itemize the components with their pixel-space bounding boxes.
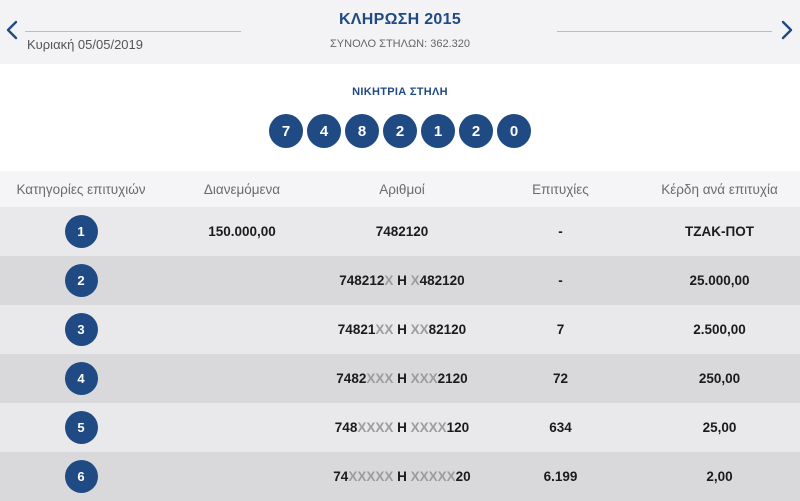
numbers-prefix: 74	[333, 469, 349, 484]
or-separator: Η	[393, 273, 411, 288]
masked-digits: X	[410, 273, 420, 288]
numbers-prefix: 74821	[337, 322, 376, 337]
matching-numbers: 74 XXXXX Η XXXXX 20	[322, 469, 482, 484]
winners-count: 6.199	[543, 469, 578, 484]
draw-date: Κυριακή 05/05/2019	[27, 37, 143, 52]
winners-count: 7	[556, 322, 565, 337]
masked-digits: XXXX	[357, 420, 394, 435]
numbers-suffix: 120	[446, 420, 470, 435]
numbers-suffix: 20	[455, 469, 471, 484]
winning-digit-ball: 2	[459, 114, 493, 148]
table-row: 6 74 XXXXX Η XXXXX 20 6.199 2,00	[0, 452, 800, 501]
draw-header: Κυριακή 05/05/2019 ΚΛΗΡΩΣΗ 2015 ΣΥΝΟΛΟ Σ…	[0, 0, 800, 64]
masked-digits: X	[384, 273, 394, 288]
or-separator: Η	[393, 469, 411, 484]
table-row: 5 748 XXXX Η XXXX 120 634 25,00	[0, 403, 800, 452]
table-header-row: Κατηγορίες επιτυχιών Διανεμόμενα Αριθμοί…	[0, 171, 800, 207]
numbers-prefix: 7482120	[375, 224, 429, 239]
winning-digit-ball: 0	[497, 114, 531, 148]
table-row: 3 74821 XX Η XX 82120 7 2.500,00	[0, 305, 800, 354]
winning-digit-ball: 1	[421, 114, 455, 148]
category-ball: 4	[64, 362, 98, 395]
or-separator: Η	[393, 322, 411, 337]
table-row: 4 7482 XXX Η XXX 2120 72 250,00	[0, 354, 800, 403]
prize-per-winner: 25.000,00	[689, 273, 750, 288]
prize-per-winner: 25,00	[702, 420, 737, 435]
chevron-left-icon[interactable]	[5, 19, 19, 41]
total-columns: ΣΥΝΟΛΟ ΣΤΗΛΩΝ: 362.320	[329, 38, 471, 50]
matching-numbers: 7482 XXX Η XXX 2120	[322, 371, 482, 386]
table-row: 1 150.000,00 7482120 - ΤΖΑΚ-ΠΟΤ	[0, 207, 800, 256]
header-winners: Επιτυχίες	[532, 181, 589, 197]
header-divider-left	[25, 31, 241, 32]
masked-digits: XXX	[410, 371, 438, 386]
masked-digits: XXXX	[410, 420, 447, 435]
numbers-prefix: 748212	[339, 273, 385, 288]
winning-column-label: ΝΙΚΗΤΡΙΑ ΣΤΗΛΗ	[352, 86, 448, 98]
winning-digit-ball: 2	[383, 114, 417, 148]
numbers-prefix: 748	[334, 420, 358, 435]
prize-per-winner: 2,00	[706, 469, 733, 484]
winning-number-balls: 7 4 8 2 1 2 0	[0, 114, 800, 148]
or-separator: Η	[393, 371, 411, 386]
or-separator: Η	[393, 420, 411, 435]
winning-digit-ball: 8	[345, 114, 379, 148]
masked-digits: XXXXX	[410, 469, 456, 484]
header-category: Κατηγορίες επιτυχιών	[16, 181, 146, 197]
category-ball: 1	[64, 215, 98, 248]
winners-count: 634	[549, 420, 572, 435]
matching-numbers: 748 XXXX Η XXXX 120	[322, 420, 482, 435]
header-prize: Κέρδη ανά επιτυχία	[661, 181, 778, 197]
winning-digit-ball: 7	[269, 114, 303, 148]
draw-title: ΚΛΗΡΩΣΗ 2015	[338, 11, 462, 28]
numbers-prefix: 7482	[336, 371, 367, 386]
masked-digits: XXX	[366, 371, 394, 386]
header-divider-right	[557, 31, 772, 32]
numbers-suffix: 482120	[419, 273, 465, 288]
chevron-right-icon[interactable]	[780, 19, 794, 41]
winning-digit-ball: 4	[307, 114, 341, 148]
header-numbers: Αριθμοί	[379, 181, 425, 197]
numbers-suffix: 2120	[437, 371, 468, 386]
category-ball: 2	[64, 264, 98, 297]
header-distributed: Διανεμόμενα	[203, 181, 281, 197]
winners-count: 72	[552, 371, 569, 386]
category-ball: 5	[64, 411, 98, 444]
numbers-suffix: 82120	[428, 322, 467, 337]
prize-per-winner: 2.500,00	[693, 322, 746, 337]
prize-per-winner: ΤΖΑΚ-ΠΟΤ	[685, 224, 754, 239]
winners-count: -	[558, 224, 563, 239]
prize-categories-table: Κατηγορίες επιτυχιών Διανεμόμενα Αριθμοί…	[0, 171, 800, 501]
prize-per-winner: 250,00	[698, 371, 741, 386]
winners-count: -	[558, 273, 563, 288]
category-ball: 3	[64, 313, 98, 346]
distributed-amount: 150.000,00	[208, 224, 276, 239]
matching-numbers: 7482120	[322, 224, 482, 239]
table-row: 2 748212 X Η X 482120 - 25.000,00	[0, 256, 800, 305]
category-ball: 6	[64, 460, 98, 493]
masked-digits: XXXXX	[348, 469, 394, 484]
matching-numbers: 748212 X Η X 482120	[322, 273, 482, 288]
matching-numbers: 74821 XX Η XX 82120	[322, 322, 482, 337]
masked-digits: XX	[410, 322, 429, 337]
masked-digits: XX	[375, 322, 394, 337]
